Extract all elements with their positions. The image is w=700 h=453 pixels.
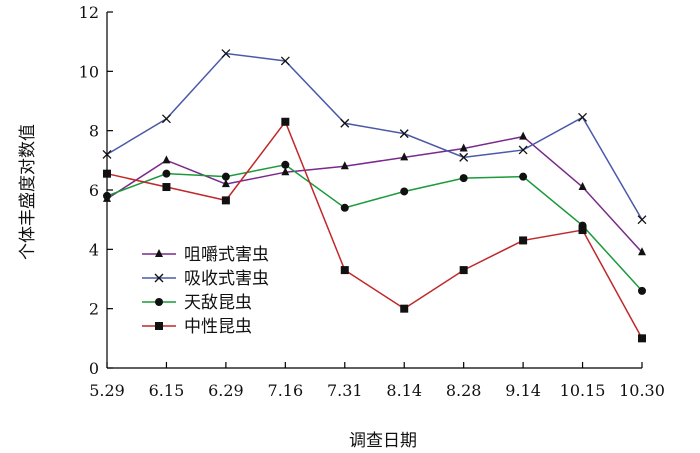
data-point bbox=[162, 183, 171, 192]
data-point bbox=[340, 266, 349, 275]
data-point bbox=[155, 322, 163, 330]
data-point bbox=[221, 179, 230, 188]
x-tick-label: 9.14 bbox=[505, 381, 541, 400]
data-point bbox=[578, 226, 587, 235]
series-1 bbox=[103, 131, 646, 256]
data-point bbox=[281, 117, 290, 126]
axes bbox=[106, 12, 642, 369]
data-point bbox=[400, 187, 409, 196]
data-point bbox=[155, 298, 163, 306]
series-4 bbox=[103, 117, 646, 343]
data-point bbox=[340, 203, 349, 212]
data-point bbox=[399, 129, 409, 139]
y-axis-title: 个体丰盛度对数值 bbox=[18, 124, 38, 260]
data-point bbox=[459, 143, 468, 152]
data-point bbox=[280, 56, 290, 66]
data-point bbox=[340, 118, 350, 128]
series-line bbox=[106, 120, 643, 339]
data-point bbox=[103, 191, 111, 200]
x-tick-label: 7.31 bbox=[327, 381, 363, 400]
data-point bbox=[519, 172, 528, 181]
series-line bbox=[106, 52, 643, 221]
data-point bbox=[459, 174, 468, 183]
x-tick-label: 7.16 bbox=[268, 381, 304, 400]
series-2 bbox=[102, 49, 647, 225]
data-point bbox=[102, 149, 112, 159]
series-line bbox=[106, 135, 643, 253]
data-point bbox=[281, 167, 290, 176]
data-point bbox=[519, 131, 528, 140]
data-point bbox=[638, 334, 646, 343]
legend-item: 天敌昆虫 bbox=[142, 293, 252, 313]
x-tick-label: 8.28 bbox=[446, 381, 482, 400]
data-point bbox=[221, 196, 230, 205]
x-axis-title: 调查日期 bbox=[349, 431, 417, 451]
data-point bbox=[518, 145, 528, 155]
y-tick-label: 12 bbox=[79, 3, 99, 22]
data-point bbox=[154, 273, 164, 283]
data-point bbox=[637, 215, 647, 225]
x-tick-label: 10.15 bbox=[560, 381, 606, 400]
x-tick-label: 5.29 bbox=[89, 381, 125, 400]
data-point bbox=[281, 160, 290, 169]
data-point bbox=[578, 112, 588, 122]
legend-label: 咀嚼式害虫 bbox=[184, 245, 269, 265]
y-tick-label: 6 bbox=[89, 181, 99, 200]
data-point bbox=[340, 161, 349, 170]
legend-label: 天敌昆虫 bbox=[184, 293, 252, 313]
series-layer bbox=[102, 49, 647, 343]
legend-item: 咀嚼式害虫 bbox=[142, 245, 269, 265]
data-point bbox=[638, 247, 646, 256]
data-point bbox=[400, 152, 409, 161]
x-tick-label: 6.15 bbox=[149, 381, 185, 400]
x-tick-label: 10.30 bbox=[619, 381, 665, 400]
y-tick-label: 4 bbox=[89, 240, 99, 259]
y-tick-label: 10 bbox=[79, 62, 99, 81]
y-tick-label: 2 bbox=[89, 300, 99, 319]
y-tick-label: 8 bbox=[89, 122, 99, 141]
x-tick-label: 6.29 bbox=[208, 381, 244, 400]
data-point bbox=[578, 182, 587, 191]
data-point bbox=[638, 286, 646, 295]
x-axis-ticks: 5.29 6.15 6.29 7.16 7.31 8.14 8.28 9.14 10.15 10.… bbox=[89, 362, 665, 400]
data-point bbox=[162, 169, 171, 178]
data-point bbox=[459, 152, 469, 162]
series-line bbox=[106, 163, 643, 292]
data-point bbox=[162, 155, 171, 164]
y-axis-ticks: 0 2 4 6 8 10 12 bbox=[79, 3, 113, 378]
data-point bbox=[155, 249, 163, 257]
y-tick-label: 0 bbox=[89, 359, 99, 378]
x-tick-label: 8.14 bbox=[386, 381, 422, 400]
data-point bbox=[161, 114, 171, 124]
data-point bbox=[221, 49, 231, 58]
data-point bbox=[400, 304, 409, 313]
legend-item: 中性昆虫 bbox=[142, 317, 252, 337]
data-point bbox=[519, 236, 528, 245]
data-point bbox=[221, 172, 230, 181]
legend-item: 吸收式害虫 bbox=[142, 269, 269, 289]
data-point bbox=[459, 266, 468, 275]
data-point bbox=[103, 169, 111, 178]
legend-label: 吸收式害虫 bbox=[184, 269, 269, 289]
legend-label: 中性昆虫 bbox=[184, 317, 252, 337]
